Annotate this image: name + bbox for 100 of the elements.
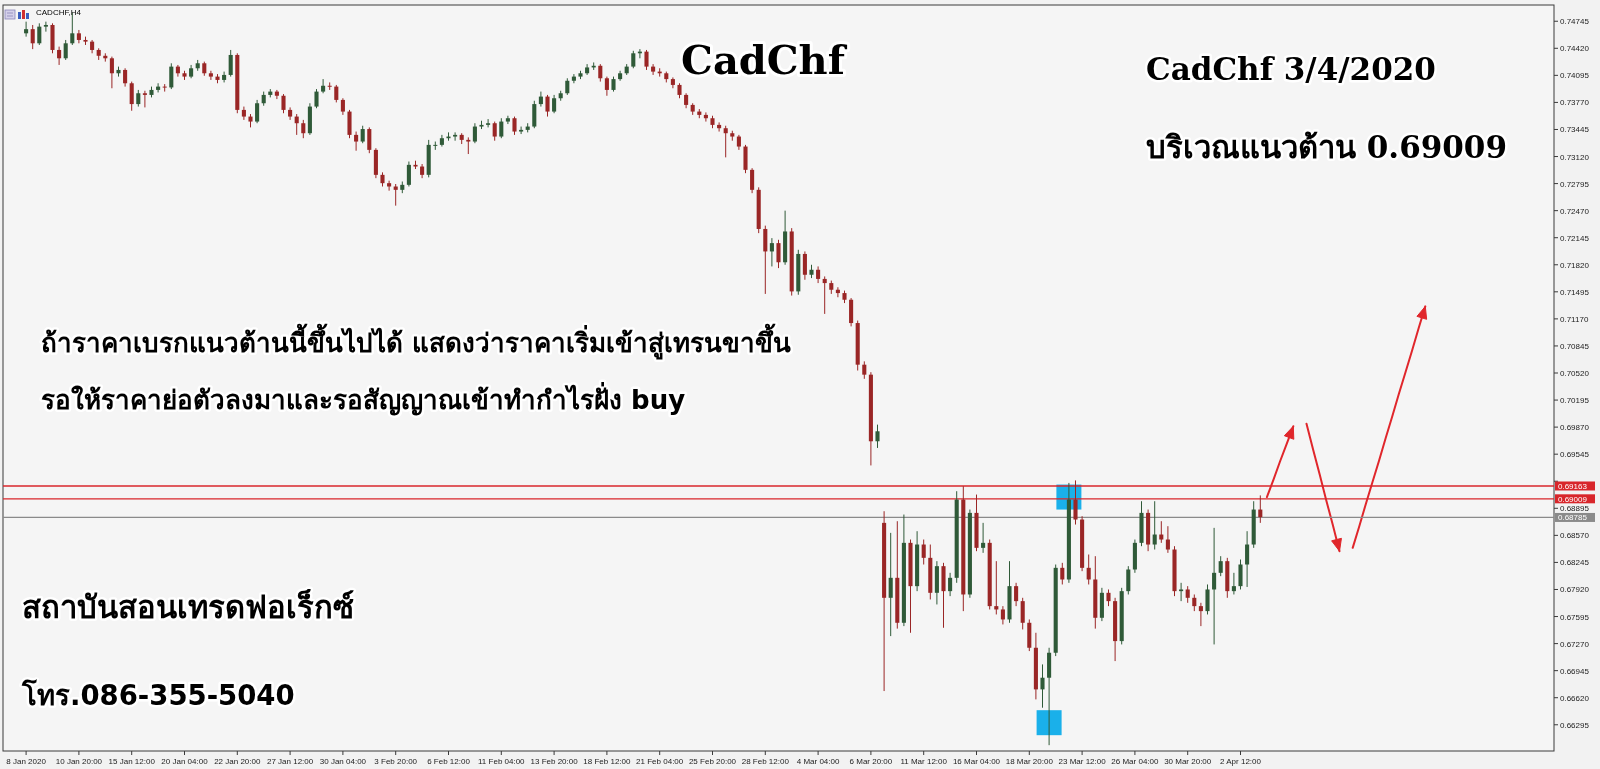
annotation: โทร.086-355-5040 <box>21 678 295 711</box>
candlestick <box>406 161 411 187</box>
x-tick-label: 11 Mar 12:00 <box>900 757 948 766</box>
candlestick <box>499 117 504 139</box>
x-tick-label: 22 Jan 20:00 <box>214 757 261 766</box>
candlestick <box>1218 555 1223 577</box>
y-tick-label: 0.71170 <box>1560 314 1589 324</box>
y-tick-label: 0.74745 <box>1560 17 1590 27</box>
candlestick <box>776 239 781 269</box>
y-tick-label: 0.66295 <box>1560 720 1590 730</box>
x-tick-label: 25 Feb 20:00 <box>688 757 737 766</box>
candlestick <box>552 94 557 114</box>
candlestick <box>492 121 497 142</box>
y-tick-label: 0.67595 <box>1560 612 1590 622</box>
candlestick <box>802 250 807 281</box>
x-tick-label: 8 Jan 2020 <box>6 757 47 766</box>
candlestick <box>519 126 524 135</box>
x-tick-label: 13 Feb 20:00 <box>530 757 579 766</box>
y-tick-label: 0.68895 <box>1560 504 1590 514</box>
candlestick <box>1245 530 1250 588</box>
candlestick <box>354 131 359 152</box>
y-tick-label: 0.72470 <box>1560 206 1590 216</box>
x-tick-label: 16 Mar 04:00 <box>952 757 1001 766</box>
candlestick <box>670 76 675 89</box>
candlestick <box>1060 562 1065 585</box>
candlestick <box>505 115 510 125</box>
x-tick-label: 15 Jan 12:00 <box>108 757 156 766</box>
ref-line-label: 0.68785 <box>1558 513 1588 523</box>
candlestick <box>486 118 491 128</box>
x-tick-label: 3 Feb 20:00 <box>374 757 418 766</box>
candlestick <box>849 297 854 327</box>
candlestick <box>162 83 167 93</box>
candlestick <box>545 94 550 118</box>
candlestick <box>743 144 748 174</box>
candlestick <box>57 46 62 66</box>
candlestick <box>1238 559 1243 590</box>
x-tick-label: 18 Mar 20:00 <box>1005 757 1054 766</box>
candlestick <box>142 90 147 108</box>
candlestick <box>63 39 68 61</box>
candlestick <box>512 116 517 136</box>
candlestick <box>1126 565 1131 595</box>
annotation: รอให้ราคาย่อตัวลงมาและรอสัญญาณเข้าทำกำไรฝั่ง buy <box>41 381 686 416</box>
ref-line-label: 0.69009 <box>1558 494 1588 504</box>
candlestick <box>723 125 728 158</box>
y-tick-label: 0.69545 <box>1560 450 1590 460</box>
candlestick <box>875 424 880 449</box>
x-tick-label: 30 Jan 04:00 <box>319 757 367 766</box>
candlestick <box>43 21 48 33</box>
candlestick <box>123 67 128 88</box>
candlestick <box>763 225 768 295</box>
y-tick-label: 0.66620 <box>1560 693 1590 703</box>
candlestick <box>1152 500 1157 551</box>
x-tick-label: 28 Feb 12:00 <box>741 757 790 766</box>
annotation: CADCHF,H4 <box>36 8 82 17</box>
candlestick <box>314 88 319 109</box>
candlestick <box>981 522 986 554</box>
candlestick <box>472 122 477 144</box>
candlestick <box>109 56 114 89</box>
x-tick-label: 30 Mar 20:00 <box>1164 757 1212 766</box>
candlestick <box>228 49 233 78</box>
x-tick-label: 23 Mar 12:00 <box>1058 757 1107 766</box>
candlestick <box>604 76 609 97</box>
candlestick <box>1159 520 1164 544</box>
candlestick <box>1179 582 1184 602</box>
x-tick-label: 6 Feb 12:00 <box>427 757 471 766</box>
x-tick-label: 10 Jan 20:00 <box>55 757 103 766</box>
y-tick-label: 0.70520 <box>1560 369 1590 378</box>
x-tick-label: 4 Mar 04:00 <box>796 757 840 766</box>
candlestick <box>816 265 821 284</box>
candlestick <box>367 126 372 154</box>
candlestick <box>571 73 576 84</box>
y-tick-label: 0.74420 <box>1560 44 1590 54</box>
y-tick-label: 0.72795 <box>1560 179 1590 189</box>
candlestick <box>288 106 293 121</box>
candlestick <box>1000 605 1005 625</box>
annotation: ถ้าราคาเบรกแนวต้านนี้ขึ้นไปได้ แสดงว่าราคาเริ่มเข้าสู่เทรนขาขึ้น <box>41 323 792 360</box>
candlestick <box>1205 583 1210 615</box>
candlestick <box>347 109 352 139</box>
x-tick-label: 20 Jan 04:00 <box>161 757 209 766</box>
x-tick-label: 27 Jan 12:00 <box>266 757 314 766</box>
candlestick <box>1086 554 1091 585</box>
candlestick <box>321 78 326 94</box>
x-tick-label: 6 Mar 20:00 <box>849 757 893 766</box>
candlestick <box>30 24 35 50</box>
candlestick <box>301 119 306 139</box>
candlestick <box>532 100 537 129</box>
candlestick <box>1020 597 1025 630</box>
x-tick-label: 26 Mar 04:00 <box>1111 757 1160 766</box>
text: CadChf <box>681 36 848 83</box>
candlestick <box>255 99 260 124</box>
x-tick-label: 21 Feb 04:00 <box>636 757 684 766</box>
candlestick <box>1073 479 1078 526</box>
candlestick <box>1212 527 1217 645</box>
candlestick <box>651 63 656 76</box>
candlestick <box>453 131 458 142</box>
candlestick <box>24 21 29 38</box>
candlestick <box>208 70 213 81</box>
y-tick-label: 0.69870 <box>1560 423 1590 433</box>
y-tick-label: 0.72145 <box>1560 233 1590 243</box>
y-tick-label: 0.70195 <box>1560 396 1590 406</box>
